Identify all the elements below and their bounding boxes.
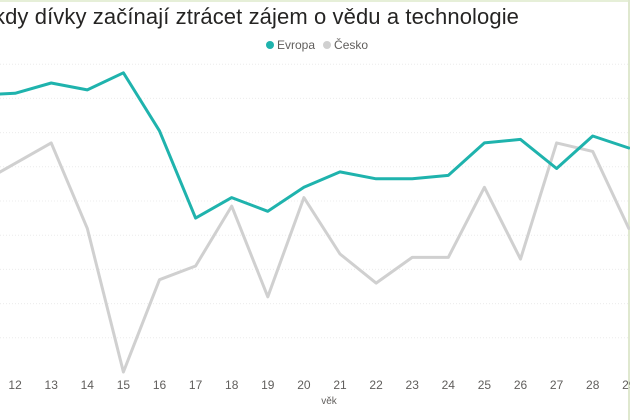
right-border (628, 0, 630, 420)
x-tick-label: 22 (369, 378, 383, 392)
gridlines (0, 63, 630, 339)
chart-title: kdy dívky začínají ztrácet zájem o vědu … (0, 4, 520, 29)
x-tick-label: 25 (478, 378, 492, 392)
x-tick-label: 23 (406, 378, 420, 392)
legend[interactable]: Evropa Česko (266, 38, 376, 52)
x-tick-label: 29 (622, 378, 630, 392)
x-tick-label: 20 (297, 378, 311, 392)
x-tick-label: 21 (333, 378, 347, 392)
x-tick-label: 15 (117, 378, 131, 392)
legend-marker-cesko (323, 41, 332, 49)
x-tick-label: 24 (442, 378, 456, 392)
x-tick-label: 12 (8, 378, 22, 392)
x-tick-label: 26 (514, 378, 528, 392)
x-tick-label: 18 (225, 378, 239, 392)
legend-marker-evropa (266, 41, 274, 49)
legend-label-evropa: Evropa (277, 38, 316, 52)
series-line-evropa[interactable] (0, 71, 630, 220)
x-tick-label: 17 (189, 378, 203, 392)
top-border (0, 0, 630, 2)
legend-label-cesko: Česko (334, 38, 369, 52)
legend-item-evropa[interactable]: Evropa (266, 38, 315, 52)
x-axis: věk 111213141516171819202122232425262728… (8, 378, 630, 407)
x-tick-label: 13 (45, 378, 59, 392)
series-line-cesko[interactable] (0, 141, 630, 374)
x-tick-label: 28 (586, 378, 600, 392)
x-tick-label: 19 (261, 378, 275, 392)
legend-item-cesko[interactable]: Česko (323, 38, 368, 52)
x-tick-label: 16 (153, 378, 167, 392)
x-axis-title: věk (321, 396, 338, 407)
x-tick-label: 27 (550, 378, 564, 392)
x-tick-label: 14 (81, 378, 95, 392)
series-lines (0, 71, 630, 374)
